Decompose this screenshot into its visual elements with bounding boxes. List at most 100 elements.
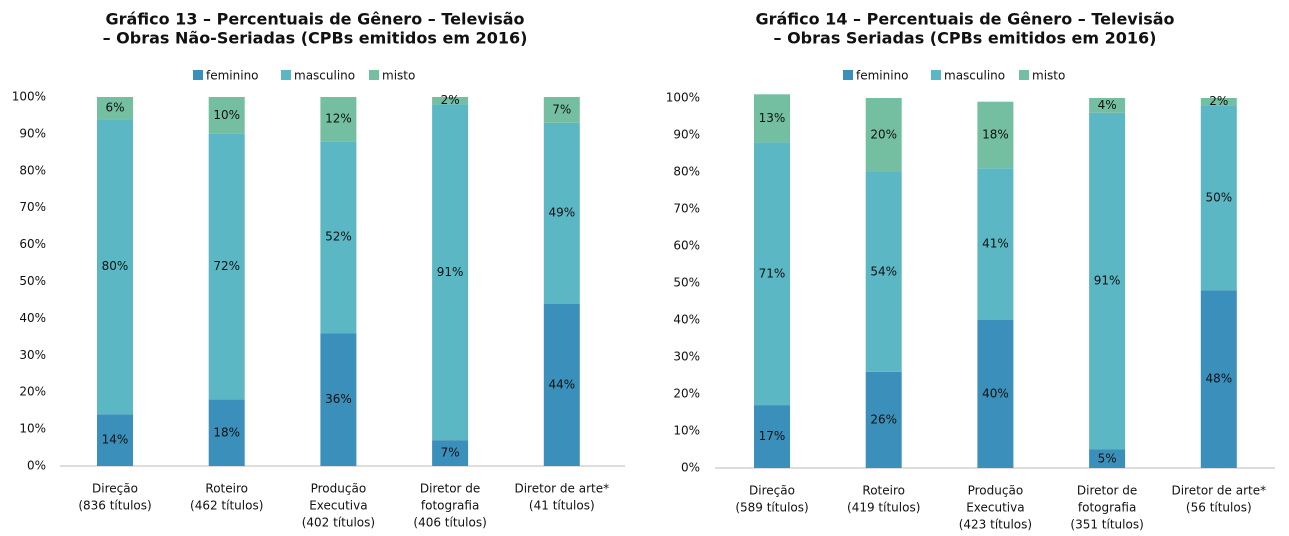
legend-label: misto [1032, 69, 1065, 83]
y-tick-label: 10% [673, 424, 700, 438]
chart-title: – Obras Não-Seriadas (CPBs emitidos em 2… [103, 29, 528, 48]
bar-segment [1200, 105, 1237, 291]
bar-segment [1200, 98, 1237, 106]
value-label: 50% [1205, 190, 1232, 204]
bar-segment [865, 172, 902, 372]
y-tick-label: 90% [19, 126, 46, 140]
x-tick-label: fotografia [421, 499, 479, 513]
value-label: 26% [870, 412, 897, 426]
legend-swatch [843, 70, 853, 80]
x-tick-label: (589 títulos) [735, 501, 808, 515]
bar-segment [208, 399, 245, 466]
legend-swatch [193, 70, 203, 80]
bar-segment [543, 303, 580, 466]
bar-segment [977, 320, 1014, 468]
x-tick-label: (836 títulos) [78, 499, 151, 513]
value-label: 18% [982, 128, 1009, 142]
x-tick-label: Diretor de arte* [1171, 484, 1266, 498]
legend-swatch [931, 70, 941, 80]
chart-title: – Obras Seriadas (CPBs emitidos em 2016) [774, 29, 1157, 48]
y-tick-label: 0% [681, 461, 700, 475]
value-label: 2% [441, 93, 460, 107]
bar-segment [754, 405, 790, 468]
bar-segment [208, 133, 245, 400]
value-label: 13% [759, 111, 786, 125]
bar-segment [977, 168, 1014, 320]
bar-segment [754, 94, 790, 143]
y-tick-label: 20% [19, 385, 46, 399]
legend-label: masculino [294, 69, 355, 83]
y-tick-label: 70% [673, 202, 700, 216]
legend-swatch [281, 70, 291, 80]
bar-segment [1089, 98, 1126, 113]
legend-label: misto [382, 69, 415, 83]
bar-segment [320, 333, 357, 466]
legend-label: masculino [944, 69, 1005, 83]
x-tick-label: Executiva [966, 501, 1024, 515]
x-tick-label: fotografia [1078, 501, 1136, 515]
y-tick-label: 90% [673, 128, 700, 142]
y-tick-label: 10% [19, 422, 46, 436]
legend-label: feminino [206, 69, 259, 83]
value-label: 36% [325, 392, 352, 406]
y-tick-label: 60% [19, 237, 46, 251]
x-tick-label: (419 títulos) [847, 501, 920, 515]
x-tick-label: Executiva [309, 499, 367, 513]
x-tick-label: Diretor de arte* [514, 482, 609, 496]
value-label: 41% [982, 237, 1009, 251]
y-tick-label: 80% [673, 165, 700, 179]
y-tick-label: 40% [19, 311, 46, 325]
x-tick-label: (41 títulos) [529, 499, 595, 513]
bar-segment [97, 119, 133, 415]
bar-segment [1200, 290, 1237, 468]
value-label: 14% [102, 433, 129, 447]
bar-segment [432, 104, 469, 441]
x-tick-label: Produção [311, 482, 367, 496]
bar-segment [977, 101, 1014, 169]
bar-segment [432, 97, 469, 105]
y-tick-label: 50% [19, 274, 46, 288]
y-tick-label: 20% [673, 387, 700, 401]
y-tick-label: 60% [673, 239, 700, 253]
value-label: 72% [213, 259, 240, 273]
value-label: 7% [552, 102, 571, 116]
bar-segment [320, 97, 357, 142]
y-tick-label: 100% [12, 90, 46, 104]
value-label: 17% [759, 429, 786, 443]
value-label: 6% [105, 101, 124, 115]
value-label: 5% [1098, 451, 1117, 465]
bar-segment [865, 98, 902, 172]
value-label: 10% [213, 108, 240, 122]
value-label: 80% [102, 259, 129, 273]
y-tick-label: 0% [27, 459, 46, 473]
chart-title: Gráfico 13 – Percentuais de Gênero – Tel… [105, 10, 524, 29]
bar-segment [865, 371, 902, 468]
x-tick-label: Diretor de [1077, 484, 1137, 498]
x-tick-label: Roteiro [862, 484, 905, 498]
value-label: 20% [870, 128, 897, 142]
legend-swatch [1019, 70, 1029, 80]
bar-segment [97, 414, 133, 466]
x-tick-label: Direção [92, 482, 138, 496]
value-label: 52% [325, 230, 352, 244]
value-label: 49% [548, 206, 575, 220]
x-tick-label: Diretor de [420, 482, 480, 496]
x-tick-label: (462 títulos) [190, 499, 263, 513]
value-label: 91% [1094, 274, 1121, 288]
value-label: 91% [437, 265, 464, 279]
y-tick-label: 40% [673, 313, 700, 327]
x-tick-label: (406 títulos) [413, 516, 486, 530]
bar-segment [320, 141, 357, 334]
value-label: 54% [870, 264, 897, 278]
bar-segment [208, 97, 245, 134]
value-label: 2% [1209, 94, 1228, 108]
chart-title: Gráfico 14 – Percentuais de Gênero – Tel… [755, 10, 1174, 29]
value-label: 44% [548, 377, 575, 391]
bar-segment [754, 142, 790, 406]
value-label: 7% [441, 446, 460, 460]
y-tick-label: 100% [666, 91, 700, 105]
x-tick-label: (351 títulos) [1070, 518, 1143, 532]
bar-segment [1089, 112, 1126, 450]
